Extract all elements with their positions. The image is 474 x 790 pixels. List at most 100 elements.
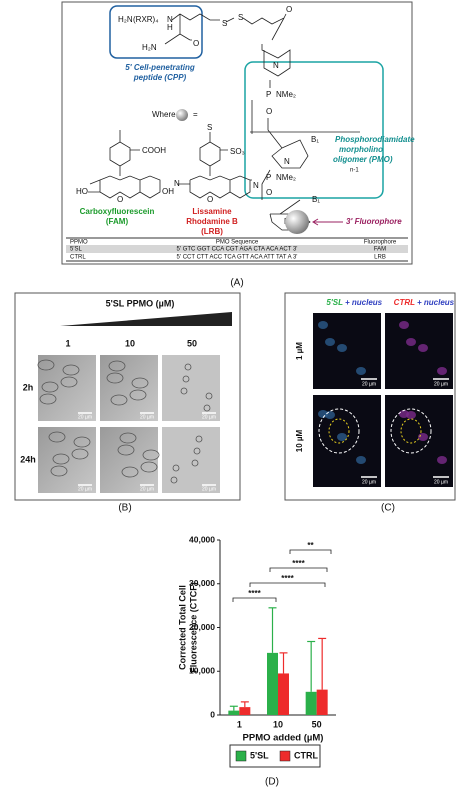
scale-bar-label: 20 µm bbox=[202, 414, 216, 420]
atom: S bbox=[238, 13, 243, 22]
significance-bracket bbox=[249, 582, 326, 587]
legend-swatch bbox=[279, 750, 291, 762]
pmo-box bbox=[244, 61, 384, 199]
atom: O bbox=[266, 188, 272, 197]
nucleus bbox=[337, 433, 347, 441]
nucleus bbox=[406, 411, 416, 419]
scale-bar-label: 20 µm bbox=[434, 479, 448, 485]
y-axis-label: Fluorescence (CTCF) bbox=[188, 582, 198, 673]
panel-title: 5'SL PPMO (µM) bbox=[106, 298, 175, 308]
cell bbox=[203, 404, 211, 412]
fluorophore-sphere bbox=[285, 210, 309, 234]
bar bbox=[228, 710, 240, 715]
table-header: PPMO bbox=[70, 240, 88, 246]
nucleus bbox=[418, 344, 428, 352]
nucleus bbox=[437, 367, 447, 375]
cell bbox=[119, 432, 137, 444]
panel-c: (C) bbox=[284, 292, 456, 514]
nucleus bbox=[418, 433, 428, 441]
micrograph bbox=[162, 427, 220, 493]
panel-d bbox=[229, 744, 321, 768]
atom: NMe₂ bbox=[276, 173, 296, 182]
cell bbox=[129, 389, 147, 401]
panel-label: (A) bbox=[230, 278, 243, 289]
panel-label: (D) bbox=[265, 777, 279, 788]
scale-bar-label: 20 µm bbox=[78, 414, 92, 420]
scale-bar-label: 20 µm bbox=[362, 479, 376, 485]
row-label: 24h bbox=[20, 454, 36, 464]
atom: O bbox=[286, 5, 292, 14]
cpp-caption: peptide (CPP) bbox=[133, 73, 187, 82]
micrograph bbox=[100, 355, 158, 421]
cell bbox=[180, 387, 188, 395]
nucleus bbox=[325, 338, 335, 346]
legend-box bbox=[229, 744, 321, 768]
column-label: + nucleus bbox=[345, 298, 383, 307]
fam-structure bbox=[88, 130, 161, 199]
nucleus bbox=[437, 456, 447, 464]
cell bbox=[73, 436, 91, 448]
cell bbox=[62, 364, 80, 376]
atom: NMe₂ bbox=[276, 90, 296, 99]
cell bbox=[182, 375, 190, 383]
y-tick-label: 20,000 bbox=[189, 622, 215, 632]
cell bbox=[106, 372, 124, 384]
bar bbox=[305, 691, 317, 715]
significance-label: **** bbox=[292, 559, 305, 568]
atom: S bbox=[207, 123, 212, 132]
cell bbox=[172, 464, 180, 472]
bar bbox=[267, 652, 278, 715]
significance-bracket bbox=[289, 549, 332, 554]
legend-label: 5'SL bbox=[250, 750, 269, 760]
cpp-caption: 5' Cell-penetrating bbox=[125, 63, 195, 72]
cell bbox=[52, 453, 70, 465]
table-header: Fluorophore bbox=[364, 240, 397, 246]
cell bbox=[193, 447, 201, 455]
row-label: 1 µM bbox=[295, 342, 304, 360]
cell bbox=[170, 476, 178, 484]
atom: O bbox=[117, 195, 123, 204]
equals: = bbox=[193, 110, 198, 119]
fluorescence-image bbox=[385, 395, 453, 487]
panel-label: (B) bbox=[118, 503, 131, 514]
scale-bar-label: 20 µm bbox=[140, 414, 154, 420]
atom: N bbox=[174, 179, 180, 188]
atom: N bbox=[253, 181, 259, 190]
micrograph bbox=[162, 355, 220, 421]
significance-label: **** bbox=[281, 574, 294, 583]
fluorophore-label: 3' Fluorophore bbox=[346, 217, 402, 226]
panel-border bbox=[284, 292, 456, 501]
lrb-structure bbox=[178, 132, 251, 199]
cpp-box bbox=[109, 5, 203, 59]
cell-outline bbox=[318, 408, 360, 454]
column-label: 10 bbox=[125, 338, 135, 348]
table-row-shade bbox=[66, 245, 408, 253]
nucleus bbox=[356, 367, 366, 375]
cell bbox=[121, 466, 139, 478]
nucleus-outline bbox=[328, 418, 350, 444]
fluorescence-image bbox=[385, 313, 453, 389]
column-label: CTRL bbox=[394, 298, 415, 307]
cell bbox=[205, 392, 213, 400]
nucleus bbox=[406, 338, 416, 346]
cell bbox=[41, 381, 59, 393]
sequence-table bbox=[66, 237, 408, 262]
where: Where bbox=[152, 110, 176, 119]
cell bbox=[50, 465, 68, 477]
fluorescence-image bbox=[313, 395, 381, 487]
column-label: 50 bbox=[187, 338, 197, 348]
concentration-wedge bbox=[60, 312, 232, 326]
cell bbox=[48, 431, 66, 443]
row-label: 10 µM bbox=[295, 429, 304, 452]
lrb-name: Lissamine bbox=[192, 207, 232, 216]
sphere-icon bbox=[176, 109, 188, 121]
pmo-caption: oligomer (PMO) bbox=[333, 155, 393, 164]
scale-bar-label: 20 µm bbox=[78, 486, 92, 492]
cell bbox=[184, 363, 192, 371]
legend-swatch bbox=[235, 750, 247, 762]
bar bbox=[316, 689, 328, 715]
atom: N bbox=[273, 61, 279, 70]
atom: O bbox=[266, 107, 272, 116]
panel-a: H₂N (RXR)₄ N H H₂N O S S O 5' Cell-penet… bbox=[61, 1, 415, 289]
